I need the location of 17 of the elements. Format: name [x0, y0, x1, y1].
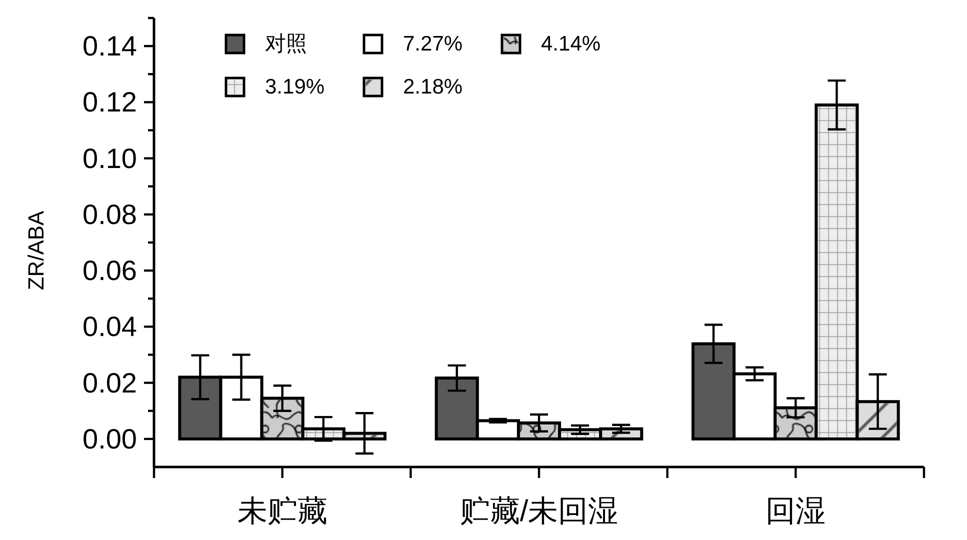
y-tick-label: 0.00	[82, 423, 137, 454]
legend-label: 2.18%	[403, 76, 463, 98]
y-tick-label: 0.12	[82, 86, 137, 118]
legend-label: 7.27%	[403, 32, 463, 56]
x-tick-label: 回湿	[766, 495, 826, 528]
y-tick-label: 0.14	[82, 30, 137, 62]
y-tick-label: 0.02	[82, 367, 137, 398]
y-tick-label: 0.08	[82, 198, 137, 230]
y-axis-title: ZR/ABA	[24, 210, 48, 290]
legend-label: 3.19%	[265, 76, 325, 98]
legend-label: 4.14%	[541, 32, 601, 56]
y-tick-label: 0.06	[82, 255, 137, 286]
legend-label: 对照	[265, 32, 307, 56]
x-tick-label: 未贮藏	[237, 495, 328, 528]
x-tick-label: 贮藏/未回湿	[460, 495, 618, 528]
y-tick-label: 0.04	[82, 311, 137, 342]
y-tick-label: 0.10	[82, 142, 137, 174]
